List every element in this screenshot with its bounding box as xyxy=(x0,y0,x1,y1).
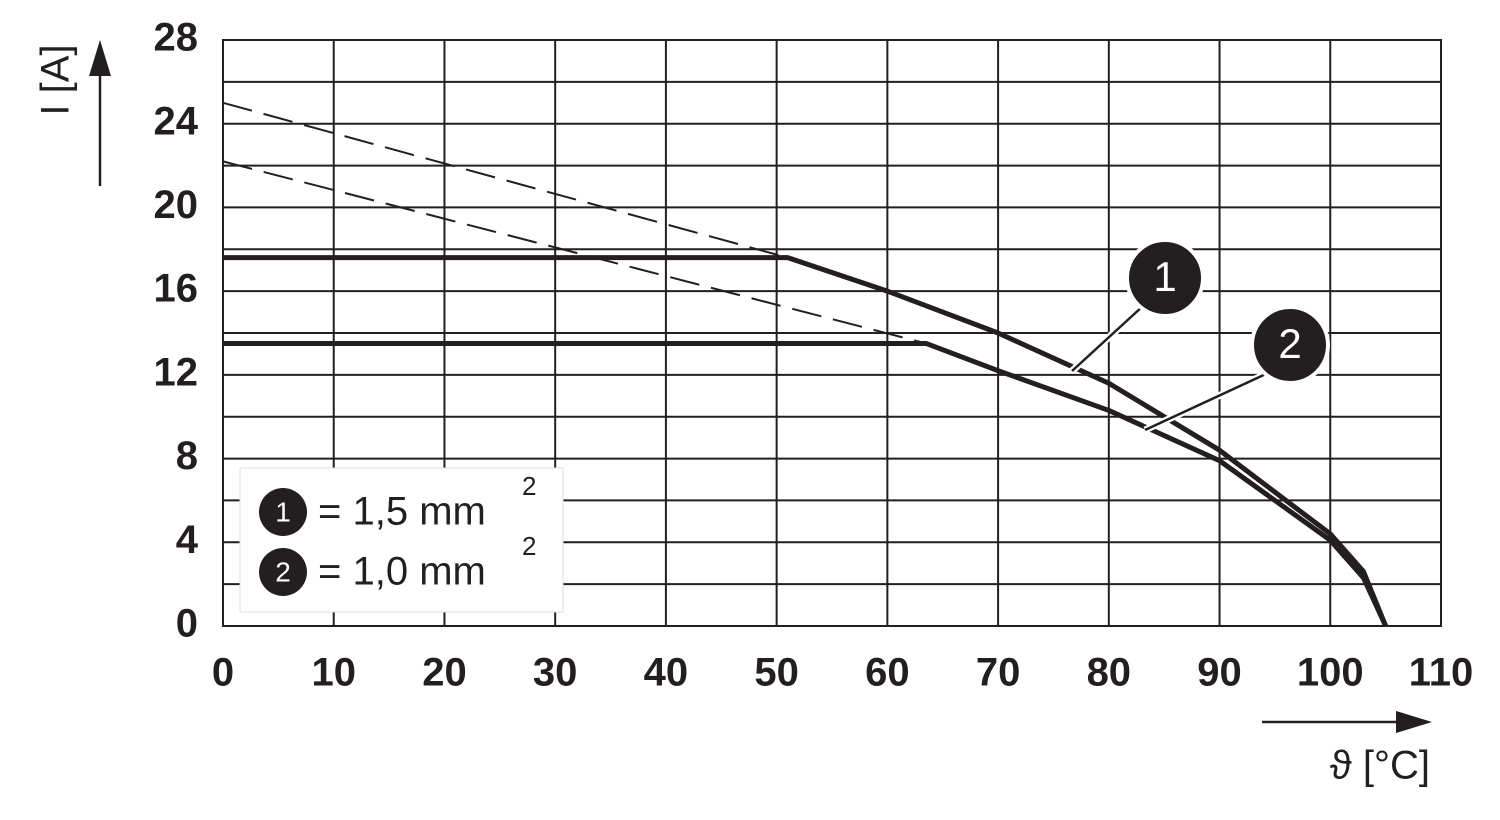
legend-number: 1 xyxy=(275,496,291,527)
y-axis-arrowhead xyxy=(89,40,111,76)
legend-superscript: 2 xyxy=(522,531,536,561)
x-tick-label: 0 xyxy=(212,651,234,695)
x-tick-label: 20 xyxy=(422,651,467,695)
legend-label: = 1,0 mm xyxy=(318,550,486,594)
legend-number: 2 xyxy=(275,556,291,587)
y-tick-label: 12 xyxy=(154,350,199,394)
x-tick-label: 80 xyxy=(1087,651,1132,695)
x-axis-label: ϑ [°C] xyxy=(1330,744,1430,788)
x-tick-label: 100 xyxy=(1297,651,1364,695)
x-tick-label: 30 xyxy=(533,651,578,695)
y-tick-label: 4 xyxy=(176,518,199,562)
y-tick-label: 20 xyxy=(154,183,199,227)
extrapolation-line xyxy=(222,160,927,345)
x-tick-label: 50 xyxy=(754,651,799,695)
legend-marker xyxy=(259,488,307,536)
callout-label: 2 xyxy=(1278,320,1301,367)
series-line xyxy=(223,340,1388,628)
callout-marker xyxy=(1250,305,1330,385)
x-tick-label: 70 xyxy=(976,651,1021,695)
x-axis-arrowhead xyxy=(1396,711,1432,733)
legend-label: = 1,5 mm xyxy=(318,490,486,534)
y-tick-label: 0 xyxy=(176,602,198,646)
y-axis-label: I [A] xyxy=(34,44,78,115)
x-tick-label: 90 xyxy=(1197,651,1242,695)
callout-marker xyxy=(1125,238,1205,318)
plot-border xyxy=(222,39,1442,627)
y-tick-label: 28 xyxy=(154,16,199,60)
y-tick-label: 16 xyxy=(154,267,199,311)
callout-label: 1 xyxy=(1153,253,1176,300)
x-tick-label: 40 xyxy=(644,651,689,695)
extrapolation-line xyxy=(222,101,788,259)
x-tick-label: 60 xyxy=(865,651,910,695)
x-tick-label: 110 xyxy=(1409,651,1474,695)
y-tick-label: 24 xyxy=(154,99,199,143)
legend-marker xyxy=(259,548,307,596)
callout-leader xyxy=(1144,371,1269,432)
x-tick-label: 10 xyxy=(311,651,356,695)
series-line xyxy=(223,255,1388,627)
callout-leader xyxy=(1071,305,1144,372)
legend-superscript: 2 xyxy=(522,471,536,501)
y-tick-label: 8 xyxy=(176,434,198,478)
